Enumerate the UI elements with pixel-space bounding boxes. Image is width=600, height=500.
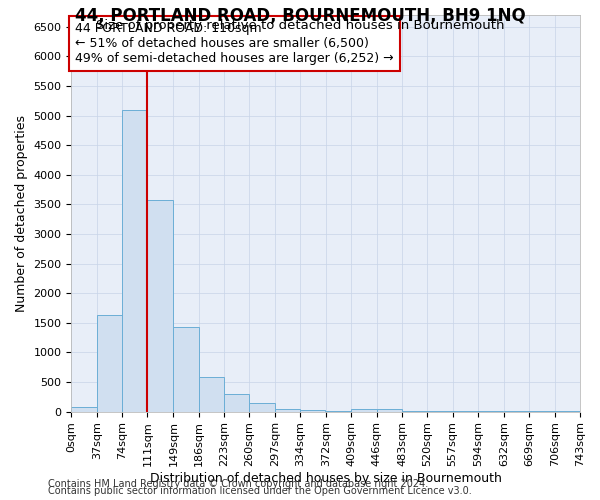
Text: 44, PORTLAND ROAD, BOURNEMOUTH, BH9 1NQ: 44, PORTLAND ROAD, BOURNEMOUTH, BH9 1NQ (74, 8, 526, 26)
Bar (250, 402, 275, 411)
Bar (97, 314, 122, 412)
Text: 44 PORTLAND ROAD: 110sqm
← 51% of detached houses are smaller (6,500)
49% of sem: 44 PORTLAND ROAD: 110sqm ← 51% of detach… (75, 22, 394, 65)
X-axis label: Distribution of detached houses by size in Bournemouth: Distribution of detached houses by size … (150, 472, 502, 485)
Bar (326, 411, 352, 412)
Bar (224, 394, 250, 411)
Y-axis label: Number of detached properties: Number of detached properties (15, 115, 28, 312)
Bar (199, 378, 224, 412)
Bar (275, 408, 300, 412)
Text: Size of property relative to detached houses in Bournemouth: Size of property relative to detached ho… (96, 19, 504, 32)
Bar (377, 408, 402, 412)
Bar (71, 407, 97, 412)
Bar (300, 410, 325, 412)
Bar (173, 327, 199, 411)
Text: Contains HM Land Registry data © Crown copyright and database right 2024.: Contains HM Land Registry data © Crown c… (48, 479, 428, 489)
Bar (148, 200, 173, 412)
Text: Contains public sector information licensed under the Open Government Licence v3: Contains public sector information licen… (48, 486, 472, 496)
Bar (352, 408, 377, 412)
Bar (122, 110, 148, 412)
